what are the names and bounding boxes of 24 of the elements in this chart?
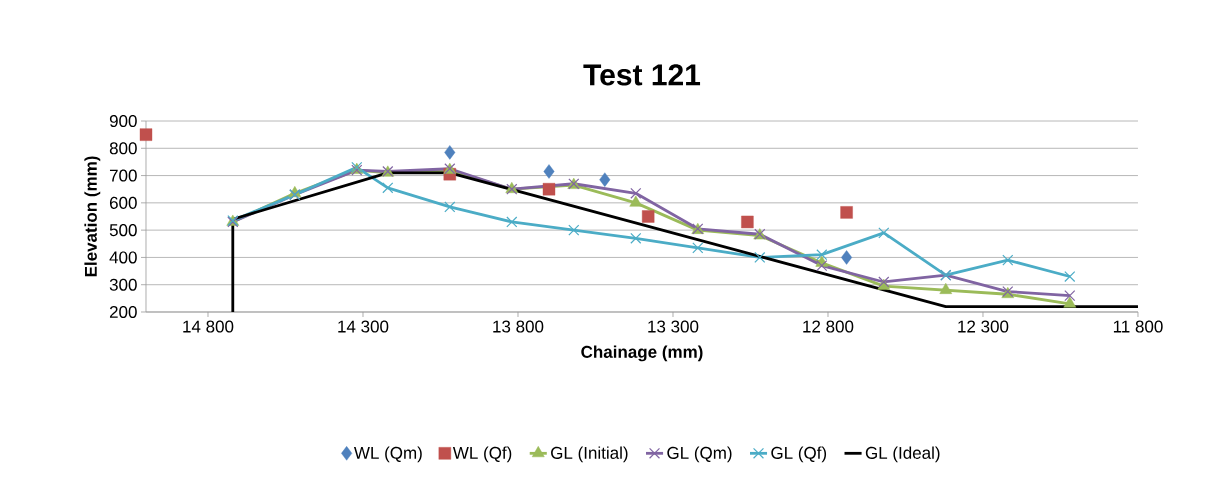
legend-label: WL (Qm)	[353, 446, 422, 463]
y-tick-label: 400	[109, 251, 137, 264]
y-tick-label: 300	[109, 278, 137, 291]
y-tick-label: 600	[109, 196, 137, 209]
y-tick-label: 900	[109, 114, 137, 128]
y-tick-label: 500	[109, 224, 137, 237]
y-tick-label: 200	[109, 305, 137, 319]
x-tick-label: 11 800	[1113, 320, 1163, 333]
y-tick-label: 800	[109, 142, 137, 155]
x-tick-label: 12 800	[803, 320, 854, 333]
x-tick-label: 12 300	[958, 320, 1009, 333]
chart-title: Test 121	[583, 64, 701, 86]
y-tick-label: 700	[109, 169, 137, 182]
x-tick-label: 14 800	[183, 320, 234, 333]
y-axis-title: Elevation (mm)	[84, 156, 101, 277]
legend-label: WL (Qf)	[452, 446, 512, 463]
x-tick-label: 13 800	[493, 320, 544, 333]
x-tick-label: 14 300	[338, 320, 389, 333]
legend-label: GL (Qm)	[667, 446, 732, 463]
legend-label: GL (Initial)	[551, 446, 628, 463]
x-tick-label: 13 300	[648, 320, 699, 333]
x-axis-title: Chainage (mm)	[581, 345, 703, 362]
legend-label: GL (Qf)	[771, 446, 827, 463]
legend-label: GL (Ideal)	[865, 446, 940, 463]
